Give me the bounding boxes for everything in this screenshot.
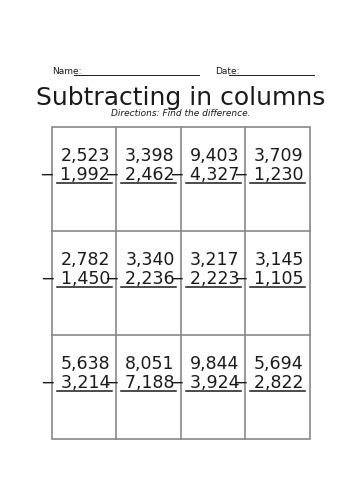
Text: Subtracting in columns: Subtracting in columns bbox=[36, 86, 325, 110]
Text: − 2,223: − 2,223 bbox=[170, 270, 239, 287]
Text: − 1,105: − 1,105 bbox=[234, 270, 304, 287]
Text: − 1,992: − 1,992 bbox=[41, 166, 110, 184]
Text: 9,844: 9,844 bbox=[190, 355, 239, 373]
Text: − 2,462: − 2,462 bbox=[105, 166, 175, 184]
Text: 5,694: 5,694 bbox=[254, 355, 304, 373]
Bar bbox=[52, 127, 310, 439]
Text: 3,398: 3,398 bbox=[125, 147, 175, 165]
Text: 3,217: 3,217 bbox=[190, 251, 239, 269]
Text: 2,523: 2,523 bbox=[61, 147, 110, 165]
Text: − 7,188: − 7,188 bbox=[105, 374, 175, 392]
Text: − 4,327: − 4,327 bbox=[170, 166, 239, 184]
Text: 3,340: 3,340 bbox=[125, 251, 175, 269]
Text: 8,051: 8,051 bbox=[125, 355, 175, 373]
Text: Name:: Name: bbox=[52, 67, 82, 76]
Text: 2,782: 2,782 bbox=[61, 251, 110, 269]
Text: 3,145: 3,145 bbox=[255, 251, 304, 269]
Text: Date:: Date: bbox=[215, 67, 239, 76]
Text: − 3,214: − 3,214 bbox=[41, 374, 110, 392]
Text: 5,638: 5,638 bbox=[61, 355, 110, 373]
Text: − 2,822: − 2,822 bbox=[234, 374, 304, 392]
Text: − 3,924: − 3,924 bbox=[170, 374, 239, 392]
Text: − 1,230: − 1,230 bbox=[234, 166, 304, 184]
Text: 3,709: 3,709 bbox=[254, 147, 304, 165]
Text: − 1,450: − 1,450 bbox=[41, 270, 110, 287]
Text: 9,403: 9,403 bbox=[190, 147, 239, 165]
Text: − 2,236: − 2,236 bbox=[105, 270, 175, 287]
Text: Directions: Find the difference.: Directions: Find the difference. bbox=[111, 110, 250, 118]
